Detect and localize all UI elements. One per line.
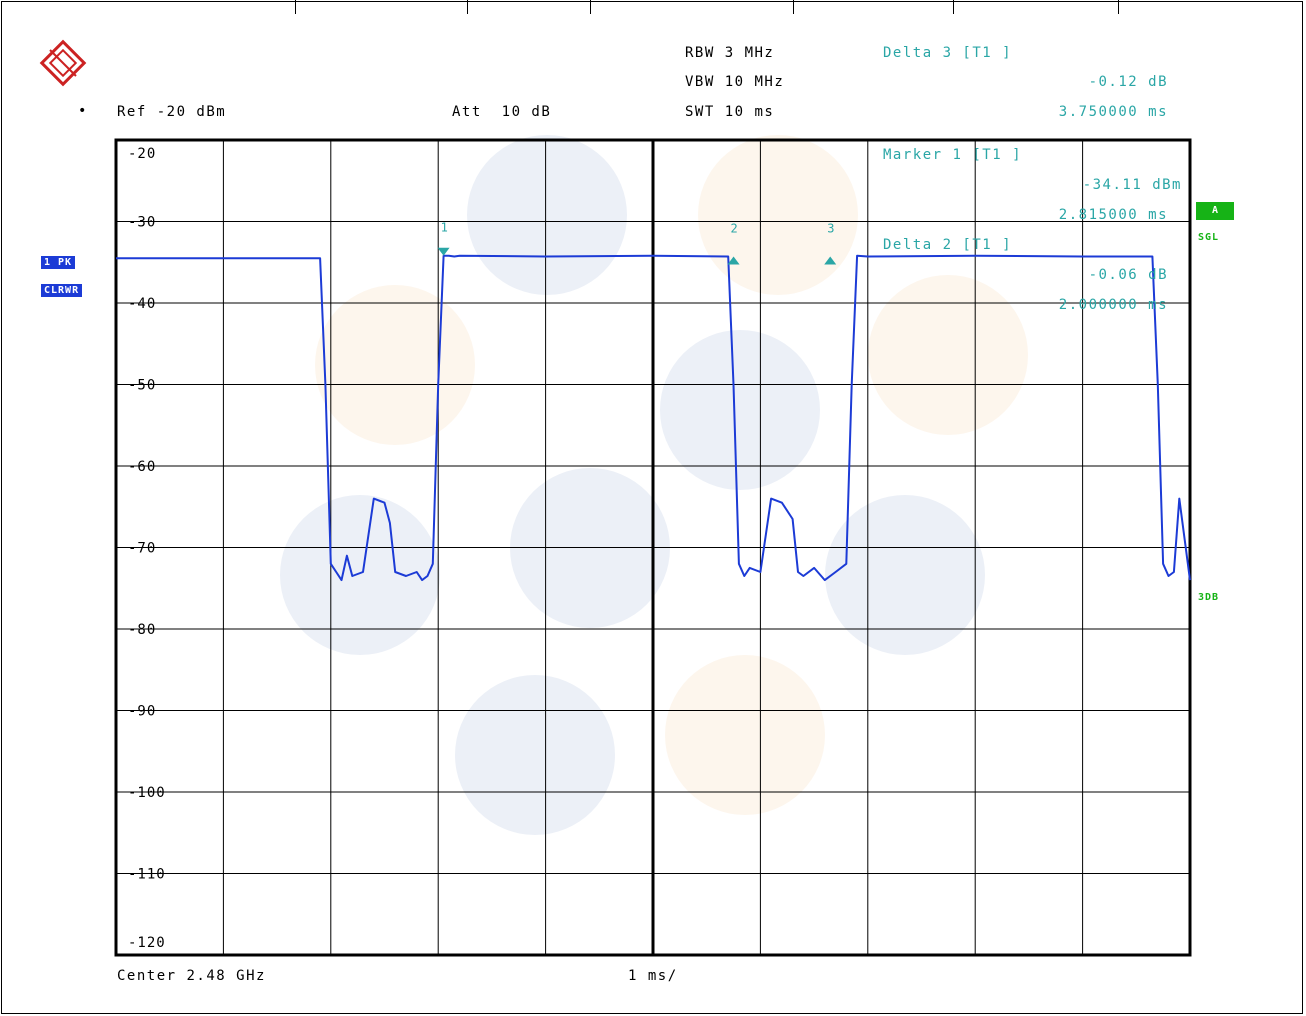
delta2-title: Delta 2 [T1 ] (883, 237, 1013, 253)
attenuation: Att 10 dB (452, 104, 552, 120)
plot-grid (114, 138, 1192, 957)
marker-1-label: 1 (441, 221, 448, 235)
delta3-time: 3.750000 ms (1058, 104, 1168, 120)
trace-mode: CLRWR (41, 284, 83, 297)
marker-group: 1 2 3 (437, 221, 837, 265)
y-tick-label: -50 (128, 378, 156, 394)
header-divider (953, 0, 954, 14)
marker1-time: 2.815000 ms (1058, 207, 1168, 223)
center-frequency: Center 2.48 GHz (117, 968, 266, 984)
y-tick-label: -60 (128, 459, 156, 475)
vbw-readout: VBW 10 MHz (685, 74, 785, 90)
header-divider (793, 0, 794, 14)
header-divider (1118, 0, 1119, 14)
delta3-level: -0.12 dB (1088, 74, 1168, 90)
watermark-circle (315, 285, 475, 445)
watermark-circle (825, 495, 985, 655)
y-tick-label: -110 (128, 867, 166, 883)
watermark-circle (467, 135, 627, 295)
status-badge: A (1196, 202, 1234, 220)
header-divider (295, 0, 296, 14)
trace-line (116, 254, 1191, 582)
marker-2-icon (727, 256, 740, 265)
delta2-time: 2.000000 ms (1058, 297, 1168, 313)
y-tick-label: -80 (128, 622, 156, 638)
swt-readout: SWT 10 ms (685, 104, 775, 120)
3db-label: 3DB (1198, 592, 1220, 603)
time-per-division: 1 ms/ (628, 968, 678, 984)
ref-level: Ref -20 dBm (117, 104, 227, 120)
logo-icon (39, 39, 87, 87)
marker-1-icon (437, 247, 450, 256)
delta2-level: -0.06 dB (1088, 267, 1168, 283)
y-tick-label: -100 (128, 785, 166, 801)
y-tick-label: -40 (128, 296, 156, 312)
rbw-readout: RBW 3 MHz (685, 45, 775, 61)
plot-border (114, 138, 1192, 957)
watermark-circle (665, 655, 825, 815)
watermark-circle (455, 675, 615, 835)
watermark-circle (660, 330, 820, 490)
watermark-circle (280, 495, 440, 655)
trace-group (116, 254, 1191, 582)
y-tick-labels: -20 -30 -40 -50 -60 -70 -80 -90 -100 -110 -120 (128, 146, 166, 951)
marker1-title: Marker 1 [T1 ] (883, 147, 1023, 163)
delta3-title: Delta 3 [T1 ] (883, 45, 1013, 61)
y-tick-label: -70 (128, 541, 156, 557)
watermark-circle (868, 275, 1028, 435)
marker-2-label: 2 (731, 222, 738, 236)
sgl-label: SGL (1198, 232, 1220, 243)
asterisk-icon: • (78, 103, 87, 119)
marker1-level: -34.11 dBm (1082, 177, 1182, 193)
y-tick-label: -90 (128, 704, 156, 720)
trace-label: 1 PK (41, 256, 76, 269)
header-divider (590, 0, 591, 14)
watermark (280, 135, 1028, 835)
marker-3-label: 3 (827, 222, 834, 236)
header-divider (467, 0, 468, 14)
watermark-circle (698, 135, 858, 295)
y-tick-label: -20 (128, 146, 156, 162)
y-tick-label: -120 (128, 935, 166, 951)
y-tick-label: -30 (128, 215, 156, 231)
marker-3-icon (824, 256, 837, 265)
